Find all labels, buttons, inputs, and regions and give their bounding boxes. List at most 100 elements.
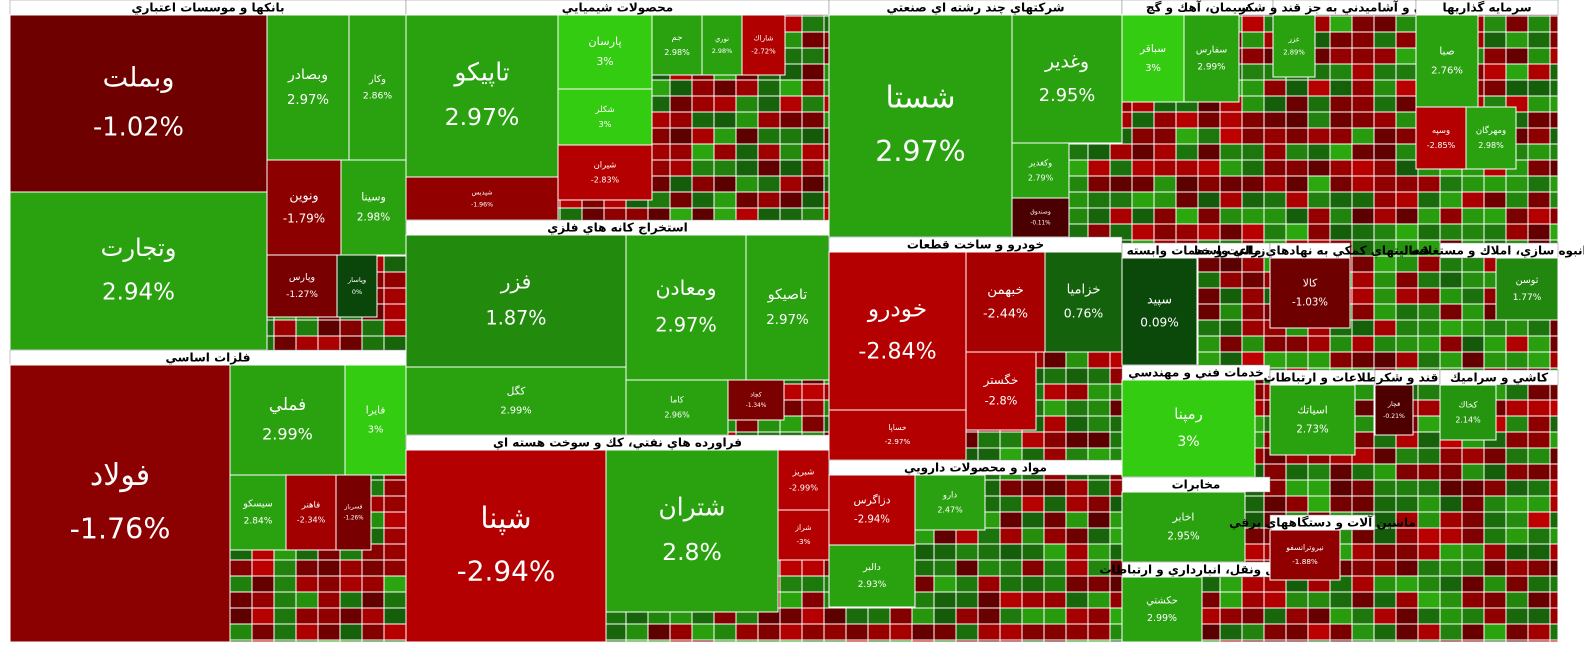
small-tile — [1439, 463, 1463, 481]
small-tile — [1417, 207, 1441, 225]
tile — [1011, 14, 1123, 144]
small-tile — [1527, 543, 1551, 561]
small-tile — [1285, 191, 1309, 209]
tile-value: -2.99% — [789, 482, 818, 492]
small-tile — [1505, 543, 1529, 561]
small-tile — [1329, 127, 1353, 145]
tile-label: تاپيكو — [452, 58, 509, 87]
tile-label: پارسان — [588, 34, 621, 49]
small-tile — [1483, 191, 1507, 209]
small-tile — [1373, 559, 1397, 577]
tile — [828, 251, 967, 411]
tile-value: 3% — [368, 424, 384, 435]
small-tile — [999, 559, 1023, 577]
small-tile — [1417, 607, 1441, 625]
small-tile — [1241, 575, 1265, 593]
small-tile — [1527, 623, 1551, 641]
tile — [741, 14, 786, 76]
tile — [1415, 106, 1467, 170]
small-tile — [1549, 95, 1559, 113]
small-tile — [1197, 175, 1221, 193]
tile-label: شتران — [659, 493, 726, 522]
small-tile — [1021, 607, 1045, 625]
small-tile — [339, 575, 363, 593]
small-tile — [1461, 335, 1485, 353]
small-tile — [1505, 495, 1529, 513]
small-tile — [1043, 415, 1067, 433]
small-tile — [1241, 175, 1265, 193]
small-tile — [1461, 479, 1485, 497]
small-tile — [1263, 607, 1287, 625]
small-tile — [1505, 383, 1529, 401]
small-tile — [1439, 543, 1463, 561]
small-tile — [383, 255, 407, 273]
small-tile — [779, 111, 803, 129]
tile-value: 2.47% — [937, 506, 963, 515]
tile-value: 2.97% — [445, 103, 520, 131]
small-tile — [1417, 511, 1441, 529]
tile-label: نوري — [715, 35, 729, 43]
small-tile — [1241, 319, 1265, 337]
small-tile — [317, 639, 341, 643]
tile-label: سپيد — [1147, 293, 1172, 308]
small-tile — [757, 143, 781, 161]
tile-label: خودرو — [867, 296, 927, 323]
small-tile — [1219, 127, 1243, 145]
small-tile — [889, 607, 913, 625]
small-tile — [1285, 111, 1309, 129]
tile-value: 2.84% — [244, 517, 273, 527]
small-tile — [1307, 351, 1331, 369]
small-tile — [1087, 351, 1111, 369]
small-tile — [1439, 447, 1463, 465]
small-tile — [1153, 111, 1177, 129]
small-tile — [251, 591, 275, 609]
sector-title: غذايي و آشاميدني به جز قند و شكر — [1238, 0, 1449, 16]
small-tile — [1131, 159, 1155, 177]
small-tile — [1087, 367, 1111, 385]
small-tile — [977, 623, 1001, 641]
small-tile — [251, 639, 275, 643]
small-tile — [1439, 223, 1463, 241]
tile-value: 1.77% — [1513, 293, 1542, 303]
tile — [605, 449, 779, 613]
small-tile — [1021, 479, 1045, 497]
tile — [229, 364, 346, 476]
small-tile — [801, 63, 825, 81]
small-tile — [1417, 335, 1441, 353]
small-tile — [383, 559, 407, 577]
small-tile — [1395, 335, 1419, 353]
small-tile — [1087, 431, 1111, 449]
tile-label: شبريز — [792, 468, 815, 478]
tile-value: 2.98% — [357, 211, 390, 223]
small-tile — [801, 143, 825, 161]
small-tile — [713, 191, 737, 209]
small-tile — [1241, 191, 1265, 209]
small-tile — [273, 319, 297, 337]
small-tile — [1395, 111, 1419, 129]
small-tile — [713, 175, 737, 193]
small-tile — [1351, 191, 1375, 209]
small-tile — [1307, 223, 1331, 241]
small-tile — [1483, 319, 1507, 337]
small-tile — [801, 31, 825, 49]
small-tile — [1505, 415, 1529, 433]
small-tile — [801, 111, 825, 129]
small-tile — [1197, 223, 1221, 241]
small-tile — [1461, 319, 1485, 337]
tile-label: وپاسار — [347, 276, 366, 284]
small-tile — [713, 639, 737, 643]
small-tile — [1043, 591, 1067, 609]
small-tile — [1241, 143, 1265, 161]
small-tile — [1219, 207, 1243, 225]
small-tile — [801, 15, 825, 33]
small-tile — [1549, 31, 1559, 49]
small-tile — [1263, 143, 1287, 161]
small-tile — [1219, 607, 1243, 625]
small-tile — [1461, 287, 1485, 305]
small-tile — [1395, 351, 1419, 369]
small-tile — [1197, 111, 1221, 129]
small-tile — [933, 607, 957, 625]
tile — [405, 449, 607, 643]
small-tile — [933, 543, 957, 561]
small-tile — [779, 79, 803, 97]
